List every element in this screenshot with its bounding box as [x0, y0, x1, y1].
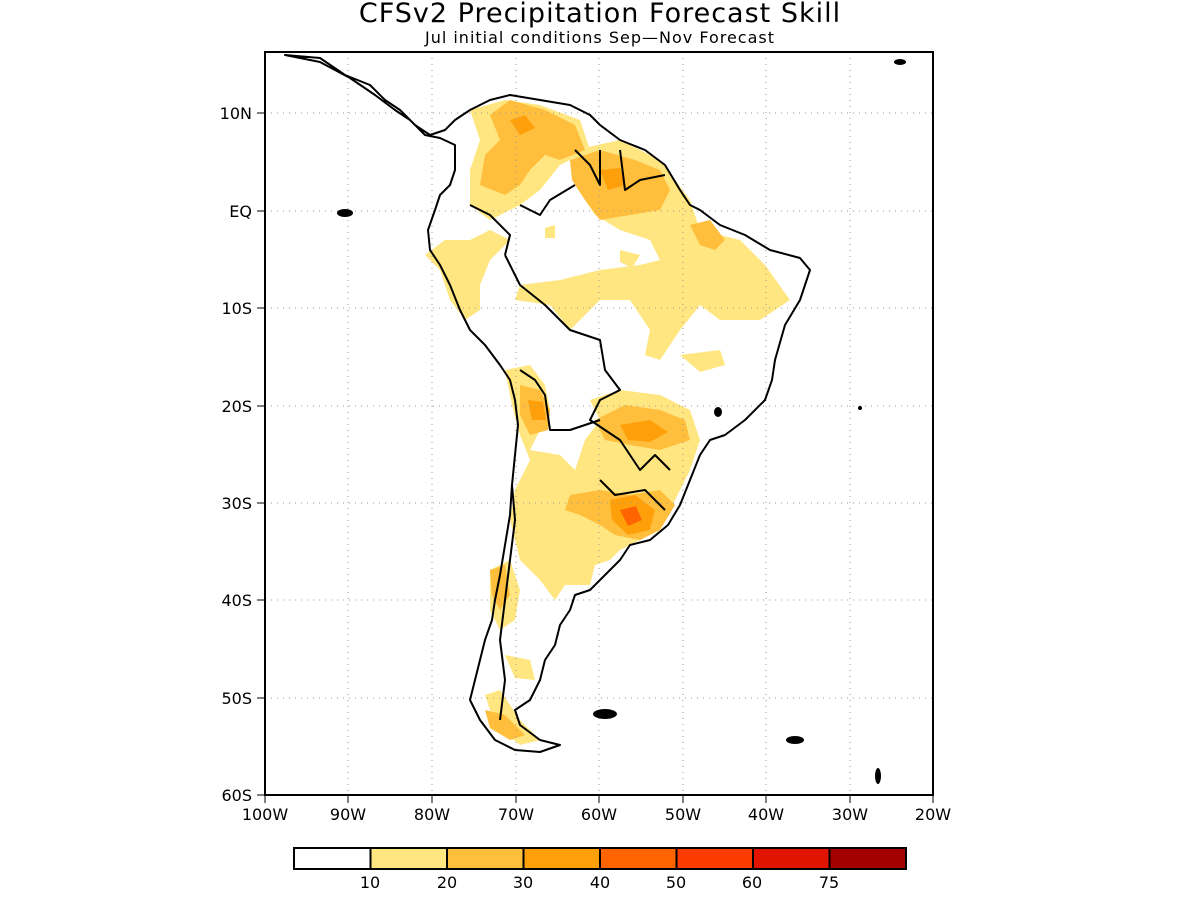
- lat-labels: 10N EQ 10S 20S 30S 40S 50S 60S: [220, 104, 252, 805]
- skill-region: [545, 225, 555, 238]
- skill-region: [510, 115, 535, 135]
- colorbar-swatch: [675, 847, 754, 870]
- skill-region: [528, 400, 546, 420]
- colorbar-label: 60: [742, 873, 762, 892]
- lon-label: 30W: [832, 805, 868, 824]
- lat-label: 10N: [220, 104, 252, 123]
- colorbar-label: 75: [819, 873, 839, 892]
- colorbar-swatch: [369, 847, 448, 870]
- lon-label: 100W: [242, 805, 289, 824]
- colorbar-swatch: [293, 847, 372, 870]
- colorbar: [293, 847, 907, 870]
- colorbar-label: 40: [590, 873, 610, 892]
- skill-region: [620, 250, 640, 268]
- colorbar-labels: 10 20 30 40 50 60 75: [360, 873, 839, 892]
- skill-region: [620, 506, 642, 526]
- lat-label: 30S: [221, 494, 252, 513]
- colorbar-label: 20: [437, 873, 457, 892]
- lat-label: 20S: [221, 397, 252, 416]
- lat-label: 50S: [221, 689, 252, 708]
- colorbar-label: 50: [666, 873, 686, 892]
- skill-region: [425, 230, 510, 320]
- lon-label: 80W: [414, 805, 450, 824]
- colorbar-swatch: [446, 847, 525, 870]
- skill-region: [485, 710, 525, 740]
- lon-label: 20W: [915, 805, 951, 824]
- lat-label: 60S: [221, 786, 252, 805]
- lat-label: EQ: [229, 202, 252, 221]
- lat-label: 40S: [221, 591, 252, 610]
- colorbar-label: 30: [513, 873, 533, 892]
- colorbar-label: 10: [360, 873, 380, 892]
- skill-region: [485, 690, 540, 745]
- skill-region: [680, 350, 725, 372]
- skill-region: [505, 655, 535, 680]
- lon-label: 60W: [581, 805, 617, 824]
- colorbar-swatch: [522, 847, 601, 870]
- axis-ticks: [257, 112, 934, 803]
- skill-region: [690, 220, 725, 250]
- lon-label: 40W: [748, 805, 784, 824]
- lon-label: 90W: [330, 805, 366, 824]
- colorbar-swatch: [828, 847, 907, 870]
- skill-region: [620, 420, 668, 442]
- coastline: [284, 54, 811, 753]
- colorbar-swatch: [752, 847, 831, 870]
- lon-label: 50W: [665, 805, 701, 824]
- colorbar-swatch: [599, 847, 678, 870]
- skill-region: [480, 100, 585, 195]
- lon-labels: 100W 90W 80W 70W 60W 50W 40W 30W 20W: [242, 805, 951, 824]
- chart-subtitle: Jul initial conditions Sep—Nov Forecast: [424, 28, 776, 47]
- lon-label: 70W: [498, 805, 534, 824]
- skill-region: [600, 168, 625, 190]
- islands: [337, 59, 906, 784]
- chart-title: CFSv2 Precipitation Forecast Skill: [358, 0, 842, 29]
- lat-label: 10S: [221, 299, 252, 318]
